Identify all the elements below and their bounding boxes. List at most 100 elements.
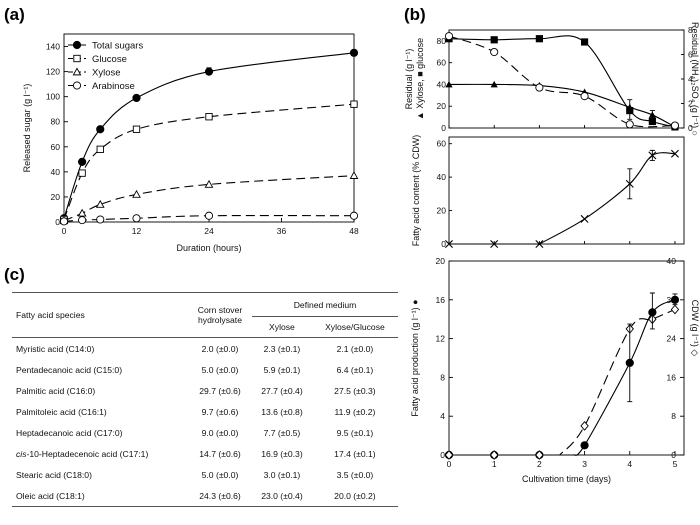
series-line bbox=[448, 35, 676, 128]
y-axis-label: Fatty acid content (% CDW) bbox=[411, 135, 421, 247]
y-tick-label: 40 bbox=[437, 172, 447, 182]
legend-marker bbox=[72, 40, 82, 50]
legend-label: Total sugars bbox=[92, 41, 143, 52]
x-tick-label: 4 bbox=[627, 459, 632, 469]
cell-corn-stover: 29.7 (±0.6) bbox=[199, 385, 241, 396]
y-tick-label: 120 bbox=[46, 67, 60, 77]
data-point bbox=[535, 240, 544, 248]
y-tick-label: 40 bbox=[437, 79, 447, 89]
table-row: Stearic acid (C18:0) 5.0 (±0.0) 3.0 (±0.1)… bbox=[12, 464, 398, 485]
y-tick-label: 80 bbox=[51, 117, 61, 127]
data-point bbox=[535, 450, 544, 460]
x-tick-label: 12 bbox=[132, 226, 142, 236]
y-axis-series-label: ▲ Xylose, ■ glucose bbox=[415, 38, 425, 120]
y-tick-label: 20 bbox=[51, 192, 61, 202]
data-point bbox=[95, 199, 105, 208]
legend-label: Arabinose bbox=[92, 81, 135, 92]
data-point bbox=[78, 169, 86, 177]
table-row: Pentadecanoic acid (C15:0) 5.0 (±0.0) 5.9 … bbox=[12, 359, 398, 380]
data-point bbox=[349, 211, 359, 220]
data-point bbox=[349, 171, 359, 179]
data-point bbox=[490, 80, 498, 88]
y2-axis-label: Residual (NH₄)₂SO₄ (g l⁻¹) ○ bbox=[690, 22, 700, 136]
data-point bbox=[77, 208, 87, 217]
data-point bbox=[444, 450, 454, 460]
y-tick-label: 0 bbox=[440, 450, 445, 460]
y2-tick-label: 6 bbox=[688, 50, 693, 60]
y-axis-label: Released sugar (g l⁻¹) bbox=[22, 84, 32, 173]
data-point bbox=[132, 125, 141, 133]
y-tick-label: 140 bbox=[46, 42, 60, 52]
cell-corn-stover: 5.0 (±0.0) bbox=[201, 469, 239, 480]
panel-c-label: (c) bbox=[4, 265, 25, 284]
data-point bbox=[490, 240, 499, 248]
cell-species: Heptadecanoic acid (C17:0) bbox=[12, 422, 188, 443]
error-bar bbox=[649, 292, 655, 330]
header-species: Fatty acid species bbox=[16, 310, 85, 320]
error-bar bbox=[649, 149, 655, 161]
x-axis-label: Cultivation time (days) bbox=[522, 474, 611, 484]
y2-tick-label: 0 bbox=[688, 123, 693, 133]
cell-xylose-glucose: 20.0 (±0.2) bbox=[334, 490, 376, 501]
data-point bbox=[78, 157, 87, 166]
data-point bbox=[445, 80, 453, 88]
y-tick-label: 60 bbox=[437, 58, 447, 68]
data-point bbox=[535, 35, 543, 43]
y2-tick-label: 2 bbox=[688, 99, 693, 109]
cell-xylose: 13.6 (±0.8) bbox=[261, 406, 303, 417]
y2-tick-label: 4 bbox=[688, 74, 693, 84]
x-tick-label: 48 bbox=[349, 226, 359, 236]
error-bar bbox=[206, 67, 212, 76]
header-xylose-glucose: Xylose/Glucose bbox=[325, 322, 385, 332]
y-tick-label: 8 bbox=[440, 372, 445, 382]
cell-species-name: Stearic acid (C18:0) bbox=[16, 469, 92, 480]
data-point bbox=[444, 32, 454, 41]
cell-xylose: 5.9 (±0.1) bbox=[263, 364, 301, 375]
data-point bbox=[132, 189, 141, 198]
cell-species-name: Oleic acid (C18:1) bbox=[16, 490, 85, 501]
cell-xylose: 27.7 (±0.4) bbox=[261, 385, 303, 396]
cell-species: Oleic acid (C18:1) bbox=[12, 485, 188, 507]
data-point bbox=[204, 179, 214, 188]
legend-marker bbox=[72, 81, 82, 90]
y-tick-label: 60 bbox=[437, 139, 447, 149]
x-tick-label: 36 bbox=[277, 226, 287, 236]
cell-xylose-glucose: 6.4 (±0.1) bbox=[336, 364, 374, 375]
error-bar bbox=[351, 49, 357, 56]
y2-axis-label: CDW (g l⁻¹) ◇ bbox=[690, 300, 700, 357]
cell-species-name: -10-Heptadecenoic acid (C17:1) bbox=[26, 448, 149, 459]
cell-xylose-glucose: 17.4 (±0.1) bbox=[334, 448, 376, 459]
y-tick-label: 20 bbox=[437, 206, 447, 216]
data-point bbox=[445, 240, 453, 248]
y-tick-label: 0 bbox=[55, 217, 60, 227]
y2-tick-label: 0 bbox=[671, 450, 676, 460]
cell-species: cis-10-Heptadecenoic acid (C17:1) bbox=[12, 443, 188, 464]
panel-a-label: (a) bbox=[4, 5, 25, 24]
legend-marker bbox=[72, 67, 82, 76]
y-tick-label: 4 bbox=[440, 411, 445, 421]
plot-frame bbox=[448, 136, 685, 245]
cell-xylose-glucose: 9.5 (±0.1) bbox=[336, 427, 374, 438]
data-point bbox=[205, 113, 213, 121]
series-line bbox=[449, 152, 676, 245]
legend-label: Glucose bbox=[92, 54, 127, 65]
cell-xylose: 3.0 (±0.1) bbox=[263, 469, 301, 480]
data-point bbox=[580, 38, 589, 46]
cell-xylose-glucose: 3.5 (±0.0) bbox=[336, 469, 374, 480]
cell-xylose-glucose: 2.1 (±0.0) bbox=[336, 343, 374, 354]
cell-species-name: Myristic acid (C14:0) bbox=[16, 343, 95, 354]
cell-xylose: 23.0 (±0.4) bbox=[261, 490, 303, 501]
x-tick-label: 0 bbox=[447, 459, 452, 469]
data-point bbox=[96, 145, 104, 153]
y2-tick-label: 8 bbox=[688, 25, 693, 35]
chart-b-residual: 0 20 40 60 80 0 2 4 6 8 Residual (g l⁻¹) ▲ Xylose, … bbox=[404, 22, 700, 136]
cell-species: Palmitoleic acid (C16:1) bbox=[12, 401, 188, 422]
y-axis-label: Fatty acid production (g l⁻¹) ● bbox=[410, 299, 420, 416]
table-row: Palmitic acid (C16:0) 29.7 (±0.6) 27.7 (±0… bbox=[12, 380, 398, 401]
y2-tick-label: 16 bbox=[667, 372, 677, 382]
x-tick-label: 2 bbox=[537, 459, 542, 469]
table-row: cis-10-Heptadecenoic acid (C17:1) 14.7 (±… bbox=[12, 443, 398, 464]
cell-corn-stover: 9.0 (±0.0) bbox=[201, 427, 239, 438]
y-tick-label: 80 bbox=[437, 36, 447, 46]
